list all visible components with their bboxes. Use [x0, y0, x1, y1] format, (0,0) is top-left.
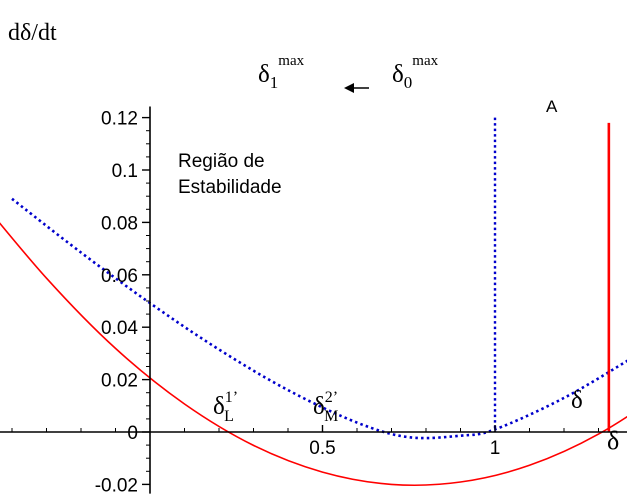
left-arrow-icon — [344, 83, 369, 93]
delta0-max-sup: max — [412, 53, 438, 69]
delta1-max-sub: 1 — [270, 73, 279, 92]
y-tick-label: 0.04 — [101, 318, 138, 339]
delta-right-label: δ — [571, 387, 583, 414]
curves-layer — [0, 117, 627, 487]
delta-l-sub: L — [224, 408, 234, 425]
delta-m-label: δ2’ M — [313, 389, 338, 425]
delta0-max-base: δ — [392, 61, 404, 88]
delta-l-base: δ — [213, 393, 225, 420]
x-tick-label: 1 — [490, 438, 501, 459]
y-tick-label: 0.02 — [101, 371, 138, 392]
ticks-layer: -0.50.511.522.5-0.0200.020.040.060.080.1… — [11, 109, 599, 495]
y-tick-label: 0 — [127, 423, 138, 444]
y-tick-label: 0.12 — [101, 109, 138, 130]
x-axis-label: δ — [607, 426, 619, 455]
delta1-max-sup: max — [278, 53, 304, 69]
delta1-max-label: δ1 max — [258, 53, 305, 92]
y-tick-label: -0.02 — [95, 475, 138, 495]
x-tick-label: 0.5 — [309, 438, 335, 459]
delta-m-sub: M — [324, 408, 338, 425]
red-solid-curve — [0, 222, 627, 487]
y-axis-label: dδ/dt — [8, 20, 57, 46]
y-tick-label: 0.1 — [112, 161, 138, 182]
y-tick-label: 0.08 — [101, 213, 138, 234]
y-tick-label: 0.06 — [101, 266, 138, 287]
region-label-line1: Região de — [178, 151, 265, 172]
point-a-label: A — [546, 97, 558, 116]
delta1-max-base: δ — [258, 61, 270, 88]
delta-l-sup: 1’ — [225, 389, 238, 406]
delta-m-base: δ — [313, 393, 325, 420]
axes-layer — [0, 106, 627, 494]
delta-l-label: δ1’ L — [213, 389, 238, 425]
delta0-max-label: δ0 max — [392, 53, 439, 92]
delta-m-sup: 2’ — [325, 389, 338, 406]
region-label-line2: Estabilidade — [178, 177, 282, 198]
delta0-max-sub: 0 — [404, 73, 413, 92]
